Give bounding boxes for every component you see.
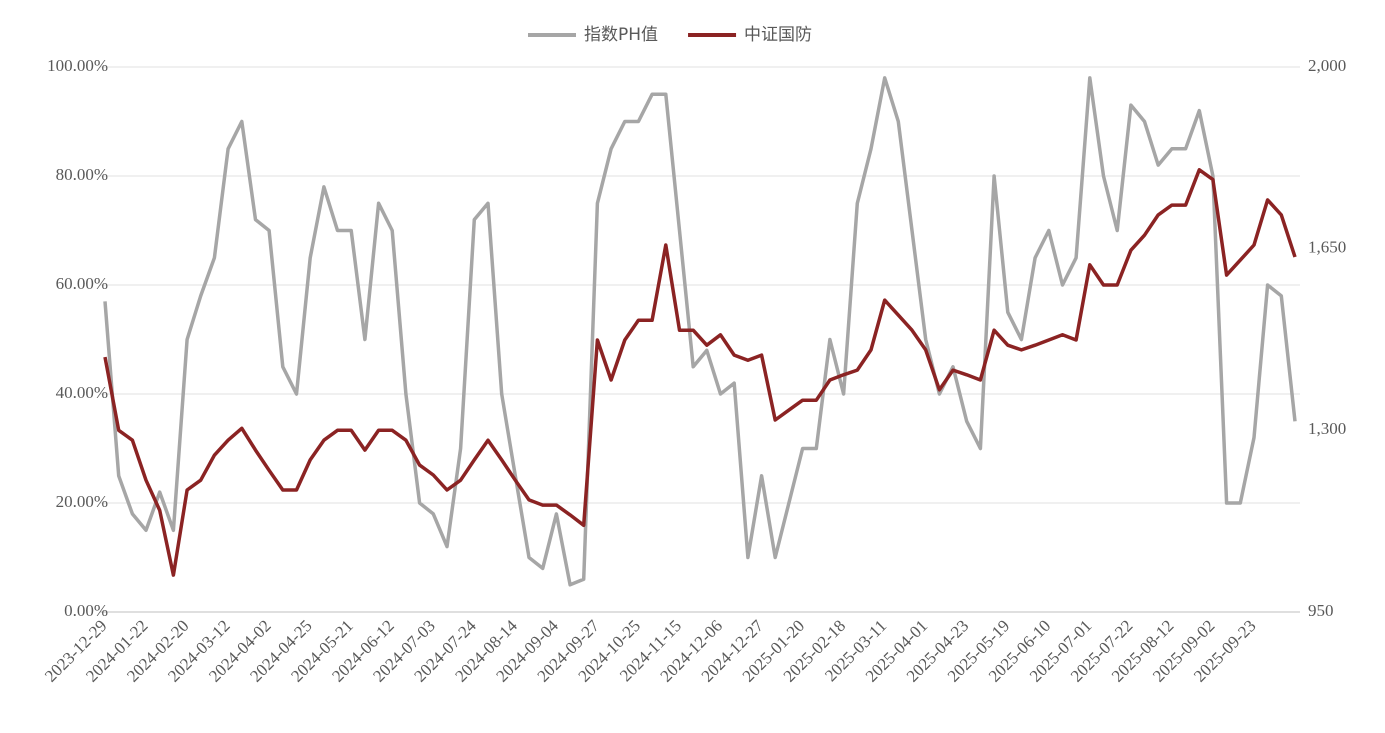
- y2-tick-label: 950: [1308, 601, 1334, 620]
- legend-label: 指数PH值: [584, 25, 658, 45]
- y-tick-label: 60.00%: [56, 274, 108, 293]
- series-line: [103, 76, 1297, 587]
- y-tick-label: 40.00%: [56, 383, 108, 402]
- y2-tick-label: 1,650: [1308, 238, 1346, 257]
- y2-tick-label: 2,000: [1308, 56, 1346, 75]
- y-tick-label: 20.00%: [56, 492, 108, 511]
- series-line: [103, 168, 1297, 577]
- y-tick-label: 100.00%: [47, 56, 108, 75]
- y2-tick-label: 1,300: [1308, 419, 1346, 438]
- legend-label: 中证国防: [744, 25, 812, 45]
- y-tick-label: 0.00%: [64, 601, 108, 620]
- y-tick-label: 80.00%: [56, 165, 108, 184]
